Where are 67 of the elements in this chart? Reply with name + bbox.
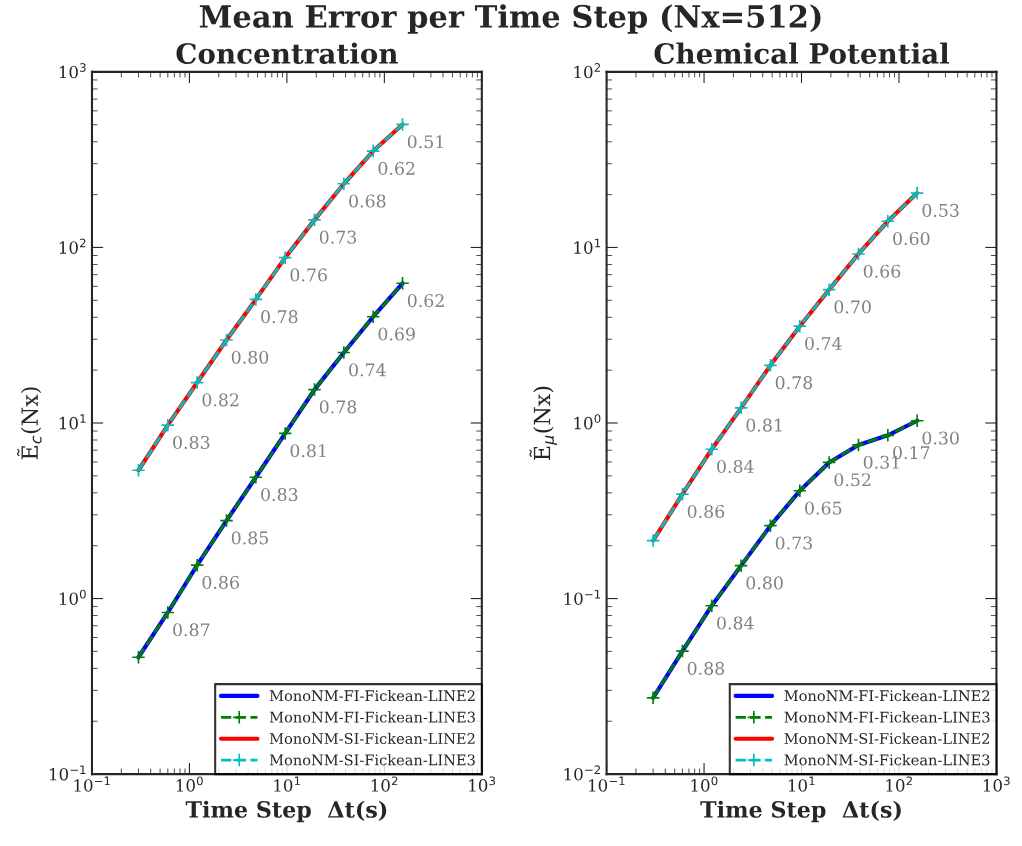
annotation: 0.51: [407, 135, 443, 149]
y-tick-label: 10$^{2}$: [59, 238, 86, 254]
y-tick-label: 10$^{−1}$: [564, 589, 601, 605]
annotation: 0.62: [407, 294, 444, 308]
annotation: 0.68: [349, 194, 386, 208]
annotation: 0.87: [173, 623, 210, 637]
annotation: 0.73: [775, 536, 812, 550]
annotation: 0.52: [834, 473, 871, 487]
legend-label: MonoNM-FI-Fickean-LINE3: [269, 711, 475, 723]
x-tick-label: 10$^{0}$: [176, 776, 203, 792]
legend-label: MonoNM-SI-Fickean-LINE2: [269, 732, 475, 745]
annotation: 0.78: [319, 400, 357, 414]
y-tick-label: 10$^{1}$: [574, 238, 601, 254]
annotation: 0.62: [378, 161, 415, 175]
annotation: 0.60: [893, 231, 930, 246]
legend-label: MonoNM-FI-Fickean-LINE2: [269, 689, 475, 702]
x-tick-label: 10$^{−1}$: [74, 776, 110, 792]
annotation: 0.78: [775, 376, 813, 390]
legend-label: MonoNM-SI-Fickean-LINE3: [784, 754, 990, 766]
text: Mean Error per Time Step (Nx=512): [199, 4, 821, 34]
annotation: 0.80: [231, 350, 269, 364]
annotation: 0.80: [746, 576, 783, 590]
annotation: 0.66: [863, 264, 901, 278]
x-axis-title: Time Step Δt(s): [700, 800, 901, 823]
annotation: 0.86: [202, 575, 239, 589]
annotation: 0.74: [349, 363, 386, 377]
annotation: 0.73: [319, 230, 357, 244]
x-tick-label: 10$^{3}$: [983, 776, 1010, 792]
legend-label: MonoNM-FI-Fickean-LINE2: [784, 689, 990, 702]
chart-title: Concentration: [176, 42, 398, 64]
legend-label: MonoNM-FI-Fickean-LINE3: [784, 711, 990, 723]
x-tick-label: 10$^{2}$: [886, 776, 912, 792]
x-tick-label: 10$^{−1}$: [589, 776, 625, 792]
annotation: 0.69: [378, 327, 415, 341]
annotation: 0.78: [261, 310, 298, 324]
annotation: 0.30: [922, 431, 959, 445]
y-axis-title: Ẽ$_{μ}$(Nx): [529, 386, 557, 460]
x-tick-label: 10$^{2}$: [371, 776, 398, 792]
annotation: 0.84: [717, 459, 754, 474]
y-axis-title: Ẽ$_{c}$(Nx): [17, 387, 42, 460]
x-tick-label: 10$^{3}$: [469, 776, 496, 792]
annotation: 0.81: [290, 444, 326, 458]
annotation: 0.76: [290, 268, 327, 282]
x-tick-label: 10$^{1}$: [788, 776, 815, 792]
y-tick-label: 10$^{2}$: [574, 63, 601, 79]
y-tick-label: 10$^{1}$: [59, 414, 86, 430]
annotation: 0.53: [922, 203, 959, 217]
y-tick-label: 10$^{0}$: [574, 414, 601, 430]
annotation: 0.70: [834, 300, 871, 314]
x-tick-label: 10$^{1}$: [274, 776, 300, 792]
legend-label: MonoNM-SI-Fickean-LINE2: [784, 732, 990, 745]
annotation: 0.83: [173, 435, 210, 450]
annotation: 0.74: [805, 336, 842, 351]
y-tick-label: 10$^{3}$: [59, 63, 86, 79]
annotation: 0.82: [202, 393, 239, 407]
annotation: 0.84: [717, 616, 754, 630]
annotation: 0.65: [805, 501, 842, 515]
annotation: 0.86: [687, 504, 725, 519]
chart-title: Chemical Potential: [654, 42, 950, 64]
annotation: 0.88: [687, 661, 725, 675]
annotation: 0.85: [231, 531, 268, 545]
legend-label: MonoNM-SI-Fickean-LINE3: [269, 754, 475, 766]
x-tick-label: 10$^{0}$: [691, 776, 718, 792]
annotation: 0.83: [261, 487, 298, 502]
x-axis-title: Time Step Δt(s): [185, 800, 387, 823]
annotation: 0.81: [746, 418, 782, 432]
y-tick-label: 10$^{0}$: [59, 589, 86, 605]
